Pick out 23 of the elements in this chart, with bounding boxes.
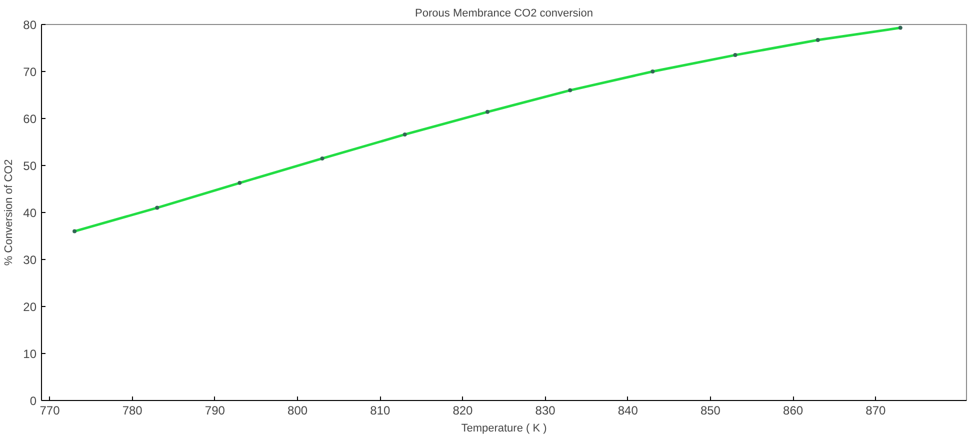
x-tick-label: 790: [204, 404, 226, 418]
y-tick-label: 50: [23, 159, 37, 173]
y-tick-label: 40: [23, 206, 37, 220]
y-tick-label: 20: [23, 300, 37, 314]
x-tick-label: 840: [618, 404, 638, 418]
x-axis-title: Temperature ( K ): [461, 422, 547, 434]
x-tick-label: 800: [288, 404, 308, 418]
x-tick-label: 810: [370, 404, 390, 418]
chart-title: Porous Membrance CO2 conversion: [415, 8, 593, 20]
x-tick-label: 820: [452, 404, 474, 418]
y-tick-label: 70: [23, 65, 37, 79]
y-tick-label: 60: [23, 112, 37, 126]
y-axis-title: % Conversion of CO2: [3, 159, 16, 266]
x-tick-label: 870: [866, 404, 886, 418]
x-tick-label: 770: [40, 404, 60, 418]
x-tick-label: 860: [783, 404, 804, 418]
x-tick-label: 830: [535, 404, 556, 418]
y-tick-label: 80: [23, 18, 37, 32]
y-tick-label: 10: [23, 347, 37, 361]
y-tick-label: 0: [30, 394, 37, 408]
x-tick-label: 780: [122, 404, 143, 418]
x-tick-label: 850: [700, 404, 721, 418]
y-tick-label: 30: [23, 253, 37, 267]
